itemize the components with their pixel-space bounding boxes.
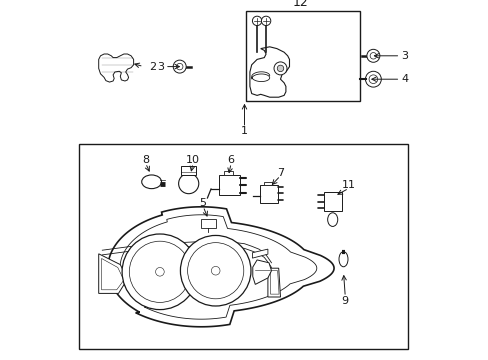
Bar [79, 144, 407, 349]
Bar [181, 166, 196, 175]
Polygon shape [252, 249, 267, 258]
Text: 3: 3 [157, 62, 164, 72]
Circle shape [277, 65, 283, 72]
Circle shape [178, 174, 199, 194]
Text: 2: 2 [149, 62, 156, 72]
Bar [260, 185, 277, 203]
Text: 8: 8 [142, 155, 149, 165]
Bar [323, 192, 341, 211]
Polygon shape [99, 54, 133, 82]
Bar [264, 182, 272, 185]
Text: 12: 12 [292, 0, 307, 9]
Circle shape [365, 71, 381, 87]
Ellipse shape [338, 252, 347, 267]
Circle shape [261, 16, 270, 26]
Bar [224, 171, 232, 175]
Ellipse shape [142, 175, 161, 189]
Text: 5: 5 [199, 198, 206, 208]
Circle shape [211, 266, 220, 275]
Polygon shape [249, 47, 289, 97]
Circle shape [173, 60, 186, 73]
Text: 9: 9 [341, 296, 348, 306]
Bar [200, 219, 216, 228]
Polygon shape [252, 260, 271, 284]
Circle shape [366, 49, 379, 62]
Circle shape [252, 16, 261, 26]
Polygon shape [267, 268, 280, 297]
Text: 4: 4 [400, 74, 407, 84]
Circle shape [129, 241, 190, 302]
Polygon shape [120, 215, 316, 319]
Text: 1: 1 [241, 126, 247, 136]
Ellipse shape [327, 213, 337, 226]
Text: 10: 10 [185, 155, 200, 165]
Polygon shape [108, 207, 333, 327]
Circle shape [369, 53, 376, 59]
Circle shape [155, 267, 164, 276]
Text: 6: 6 [227, 155, 234, 165]
Polygon shape [270, 271, 279, 294]
Circle shape [368, 75, 377, 84]
Text: 7: 7 [276, 168, 284, 178]
Bar [219, 175, 240, 195]
Circle shape [273, 62, 286, 75]
Polygon shape [99, 254, 127, 293]
Circle shape [176, 63, 183, 70]
Text: 3: 3 [400, 51, 407, 61]
Text: 11: 11 [341, 180, 355, 190]
Polygon shape [102, 258, 123, 290]
Circle shape [187, 243, 244, 299]
Circle shape [180, 235, 250, 306]
Bar [246, 11, 359, 101]
Circle shape [122, 234, 197, 310]
